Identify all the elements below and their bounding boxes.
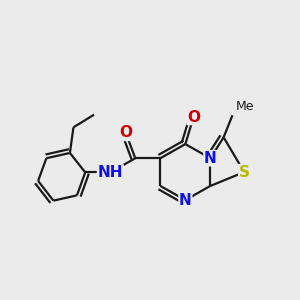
Text: N: N (204, 151, 217, 166)
Text: Me: Me (236, 100, 254, 113)
Text: S: S (239, 165, 250, 180)
Text: NH: NH (98, 165, 123, 180)
Text: N: N (179, 193, 192, 208)
Text: O: O (119, 125, 132, 140)
Text: O: O (187, 110, 200, 124)
